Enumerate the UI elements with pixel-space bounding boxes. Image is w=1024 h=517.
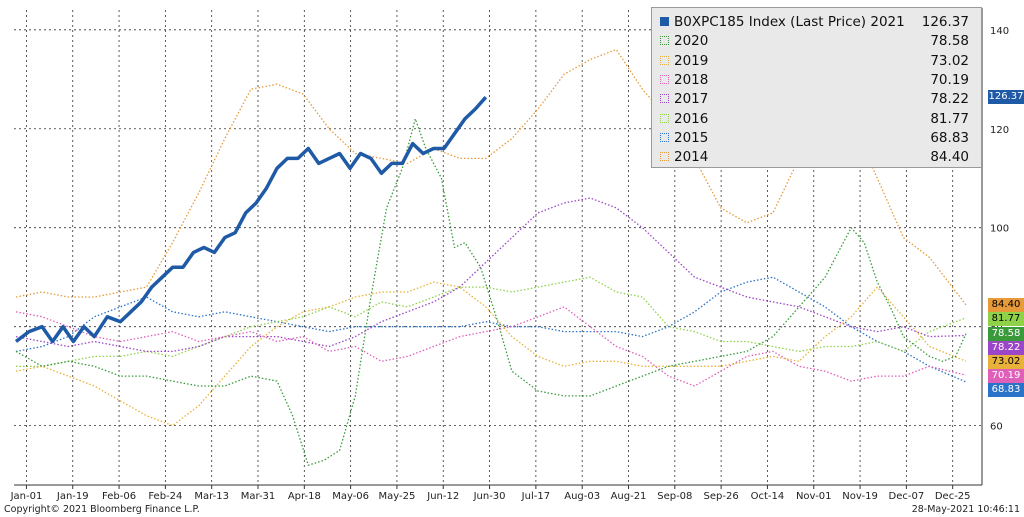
legend-label: 2017 [674, 91, 709, 108]
series-line-2018 [15, 306, 967, 387]
x-tick-label: Feb-24 [148, 491, 182, 502]
legend-label: 2019 [674, 52, 709, 69]
last-value-badge: 78.22 [988, 340, 1024, 355]
legend-value: 78.58 [930, 33, 969, 50]
series-line-b0xpc185 [14, 96, 488, 344]
series-line-2019 [15, 281, 967, 427]
y-tick-label: 140 [990, 26, 1009, 37]
legend-value: 126.37 [921, 14, 969, 30]
x-tick-label: Jun-30 [473, 491, 506, 502]
x-tick-label: Jun-12 [426, 491, 459, 502]
x-tick-label: Aug-21 [611, 491, 647, 502]
legend-value: 68.83 [930, 129, 969, 146]
last-value-badge: 68.83 [988, 382, 1024, 397]
x-tick-label: Sep-08 [657, 491, 692, 502]
x-tick-label: Aug-03 [564, 491, 600, 502]
legend-swatch [660, 113, 669, 123]
copyright-text: Copyright© 2021 Bloomberg Finance L.P. [4, 504, 200, 515]
legend-value: 81.77 [930, 110, 969, 127]
last-value-badge: 73.02 [988, 354, 1024, 369]
x-tick-label: Oct-14 [751, 491, 785, 502]
legend-swatch [660, 132, 669, 142]
legend: B0XPC185 Index (Last Price) 2021 126.37 20… [651, 7, 982, 168]
legend-swatch [660, 55, 669, 65]
legend-swatch [660, 36, 669, 46]
x-tick-label: Sep-26 [704, 491, 739, 502]
series-line-2017 [15, 197, 967, 353]
legend-item: 2018 70.19 [660, 72, 973, 91]
x-tick-label: Apr-18 [288, 491, 321, 502]
x-tick-label: Feb-06 [102, 491, 136, 502]
y-tick-label: 100 [990, 224, 1009, 235]
y-tick-label: 60 [990, 422, 1003, 433]
legend-label: 2014 [674, 149, 709, 166]
x-tick-label: Jan-19 [56, 491, 89, 502]
x-tick-label: Dec-25 [935, 491, 971, 502]
timestamp-text: 28-May-2021 10:46:11 [911, 504, 1020, 515]
series-lines [14, 48, 967, 466]
x-tick-label: Mar-31 [241, 491, 276, 502]
legend-item: B0XPC185 Index (Last Price) 2021 126.37 [660, 14, 973, 33]
legend-item: 2016 81.77 [660, 111, 973, 130]
legend-item: 2019 73.02 [660, 53, 973, 72]
last-value-badge: 78.58 [988, 326, 1024, 341]
legend-item: 2015 68.83 [660, 130, 973, 149]
x-tick-label: Nov-19 [842, 491, 878, 502]
series-line-2015 [15, 276, 967, 383]
x-tick-label: Jan-01 [10, 491, 43, 502]
gridlines [14, 10, 982, 485]
x-tick-label: Jul-17 [521, 491, 550, 502]
last-value-badge: 81.77 [988, 311, 1024, 326]
last-value-badge: 84.40 [988, 297, 1024, 312]
legend-swatch [660, 94, 669, 104]
legend-label: B0XPC185 Index (Last Price) 2021 [674, 14, 905, 30]
legend-value: 70.19 [930, 71, 969, 88]
x-tick-label: Dec-07 [889, 491, 925, 502]
legend-label: 2020 [674, 33, 709, 50]
legend-item: 2017 78.22 [660, 91, 973, 110]
series-line-2016 [16, 276, 967, 367]
legend-value: 73.02 [930, 52, 969, 69]
legend-value: 84.40 [930, 149, 969, 166]
series-line-2014 [15, 48, 967, 306]
legend-swatch [660, 74, 669, 84]
legend-swatch [660, 152, 669, 162]
last-value-badge: 70.19 [988, 368, 1024, 383]
legend-label: 2016 [674, 110, 709, 127]
x-tick-label: Mar-13 [194, 491, 229, 502]
x-axis-ticks: Jan-01 Jan-19 Feb-06 Feb-24 Mar-13 Mar-31 Apr-… [10, 485, 971, 502]
x-tick-label: May-25 [379, 491, 416, 502]
legend-item: 2014 84.40 [660, 149, 973, 168]
legend-label: 2015 [674, 129, 709, 146]
legend-swatch [660, 17, 669, 26]
x-tick-label: Nov-01 [796, 491, 832, 502]
legend-value: 78.22 [930, 91, 969, 108]
y-tick-label: 120 [990, 125, 1009, 136]
x-tick-label: May-06 [332, 491, 369, 502]
legend-item: 2020 78.58 [660, 33, 973, 52]
legend-label: 2018 [674, 71, 709, 88]
last-value-badge: 126.37 [988, 90, 1024, 105]
series-line-2020 [15, 118, 967, 466]
